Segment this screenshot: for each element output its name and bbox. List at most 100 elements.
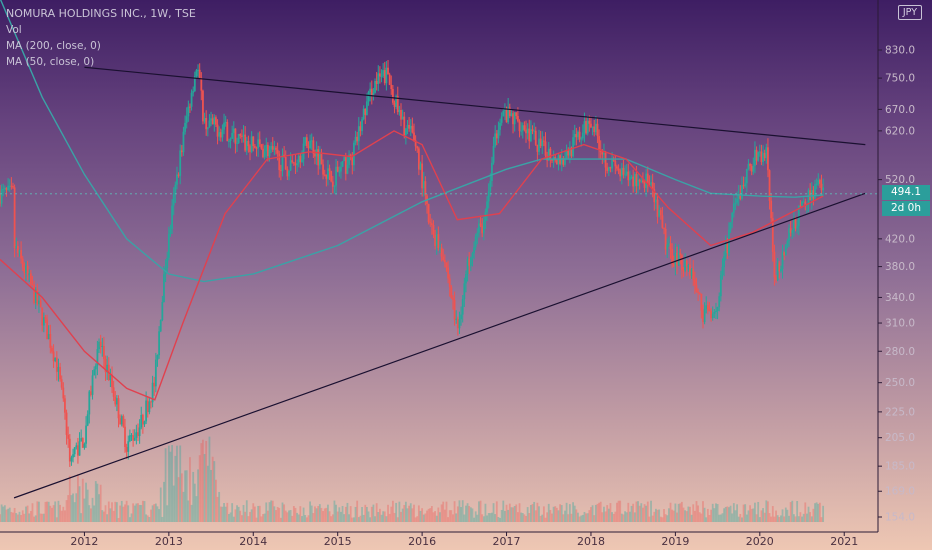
candle-body bbox=[780, 268, 782, 272]
volume-bar bbox=[784, 507, 787, 522]
volume-bar bbox=[218, 491, 221, 522]
volume-bar bbox=[604, 511, 607, 522]
volume-bar bbox=[450, 510, 453, 522]
legend-ma50: MA (50, close, 0) bbox=[6, 56, 95, 68]
volume-bar bbox=[781, 509, 784, 522]
time-tick-label: 2018 bbox=[577, 535, 605, 548]
candle-body bbox=[171, 205, 173, 230]
volume-bar bbox=[614, 511, 617, 522]
candle-body bbox=[65, 412, 68, 435]
candle-body bbox=[104, 358, 107, 373]
volume-bar bbox=[364, 504, 367, 522]
candle-body bbox=[10, 185, 13, 187]
candle-body bbox=[273, 147, 276, 150]
volume-bar bbox=[247, 516, 250, 522]
candle-body bbox=[8, 185, 11, 187]
candle-body bbox=[750, 165, 753, 172]
volume-bar bbox=[502, 500, 505, 522]
candle-body bbox=[432, 225, 435, 235]
candle-body bbox=[572, 137, 575, 157]
volume-bar bbox=[42, 513, 45, 522]
price-tick-label: 420.0 bbox=[885, 233, 915, 245]
volume-bar bbox=[755, 514, 758, 522]
volume-bar bbox=[632, 503, 635, 522]
candle-body bbox=[304, 137, 307, 144]
candle-body bbox=[429, 222, 432, 224]
volume-bar bbox=[200, 443, 203, 522]
candle-body bbox=[401, 116, 404, 120]
candle-body bbox=[7, 185, 10, 191]
volume-bar bbox=[476, 514, 479, 522]
candle-body bbox=[49, 334, 52, 348]
candle-body bbox=[734, 202, 737, 204]
volume-bar bbox=[577, 512, 579, 522]
candle-body bbox=[736, 198, 738, 203]
candle-body bbox=[234, 128, 237, 144]
volume-bar bbox=[304, 515, 307, 522]
candle-body bbox=[788, 228, 790, 241]
candle-body bbox=[305, 137, 308, 147]
candle-body bbox=[812, 190, 815, 199]
volume-bar bbox=[177, 477, 180, 522]
volume-bar bbox=[135, 503, 138, 522]
volume-bar bbox=[491, 512, 493, 522]
volume-bar bbox=[585, 513, 587, 522]
candle-body bbox=[607, 167, 610, 172]
candle-body bbox=[138, 427, 141, 437]
candle-body bbox=[620, 167, 623, 177]
candle-body bbox=[172, 194, 175, 206]
candle-body bbox=[88, 391, 91, 415]
candle-body bbox=[650, 182, 652, 185]
candle-body bbox=[249, 146, 251, 152]
candle-body bbox=[312, 140, 315, 154]
volume-bar bbox=[382, 511, 385, 522]
volume-bar bbox=[369, 517, 372, 522]
volume-bar bbox=[314, 506, 316, 522]
candlesticks bbox=[0, 60, 825, 467]
volume-bar bbox=[741, 517, 743, 522]
candle-body bbox=[367, 91, 370, 102]
volume-bar bbox=[578, 516, 581, 522]
candle-body bbox=[205, 117, 208, 130]
volume-bar bbox=[814, 503, 816, 522]
volume-bar bbox=[101, 510, 104, 522]
volume-bar bbox=[257, 505, 260, 522]
volume-bar bbox=[7, 508, 10, 522]
volume-bar bbox=[91, 497, 94, 522]
volume-bar bbox=[81, 478, 84, 522]
volume-bar bbox=[640, 503, 643, 522]
volume-bar bbox=[111, 502, 113, 522]
candle-body bbox=[38, 300, 40, 305]
volume-bar bbox=[16, 514, 19, 522]
volume-bar bbox=[36, 501, 39, 522]
volume-bar bbox=[330, 516, 333, 522]
candle-body bbox=[231, 132, 234, 139]
candle-body bbox=[705, 305, 708, 309]
candle-body bbox=[525, 129, 527, 134]
candle-body bbox=[680, 255, 683, 271]
volume-bar bbox=[109, 508, 112, 522]
volume-bar bbox=[18, 511, 21, 522]
candle-body bbox=[341, 161, 344, 167]
volume-bar bbox=[495, 501, 498, 522]
volume-bar bbox=[213, 461, 216, 522]
candle-body bbox=[716, 307, 719, 311]
volume-bar bbox=[348, 514, 350, 522]
candle-body bbox=[161, 302, 164, 321]
candle-body bbox=[356, 136, 359, 142]
candle-body bbox=[424, 181, 427, 196]
candle-body bbox=[258, 139, 261, 145]
price-tick-label: 750.0 bbox=[885, 73, 915, 85]
volume-bar bbox=[666, 515, 669, 522]
candle-body bbox=[190, 92, 193, 107]
candle-body bbox=[379, 73, 381, 77]
candle-body bbox=[55, 357, 58, 372]
volume-bar bbox=[794, 516, 797, 522]
candle-body bbox=[461, 299, 464, 315]
candle-body bbox=[94, 365, 97, 370]
candle-body bbox=[781, 252, 784, 269]
volume-bar bbox=[393, 512, 396, 522]
currency-button[interactable]: JPY bbox=[897, 5, 922, 20]
